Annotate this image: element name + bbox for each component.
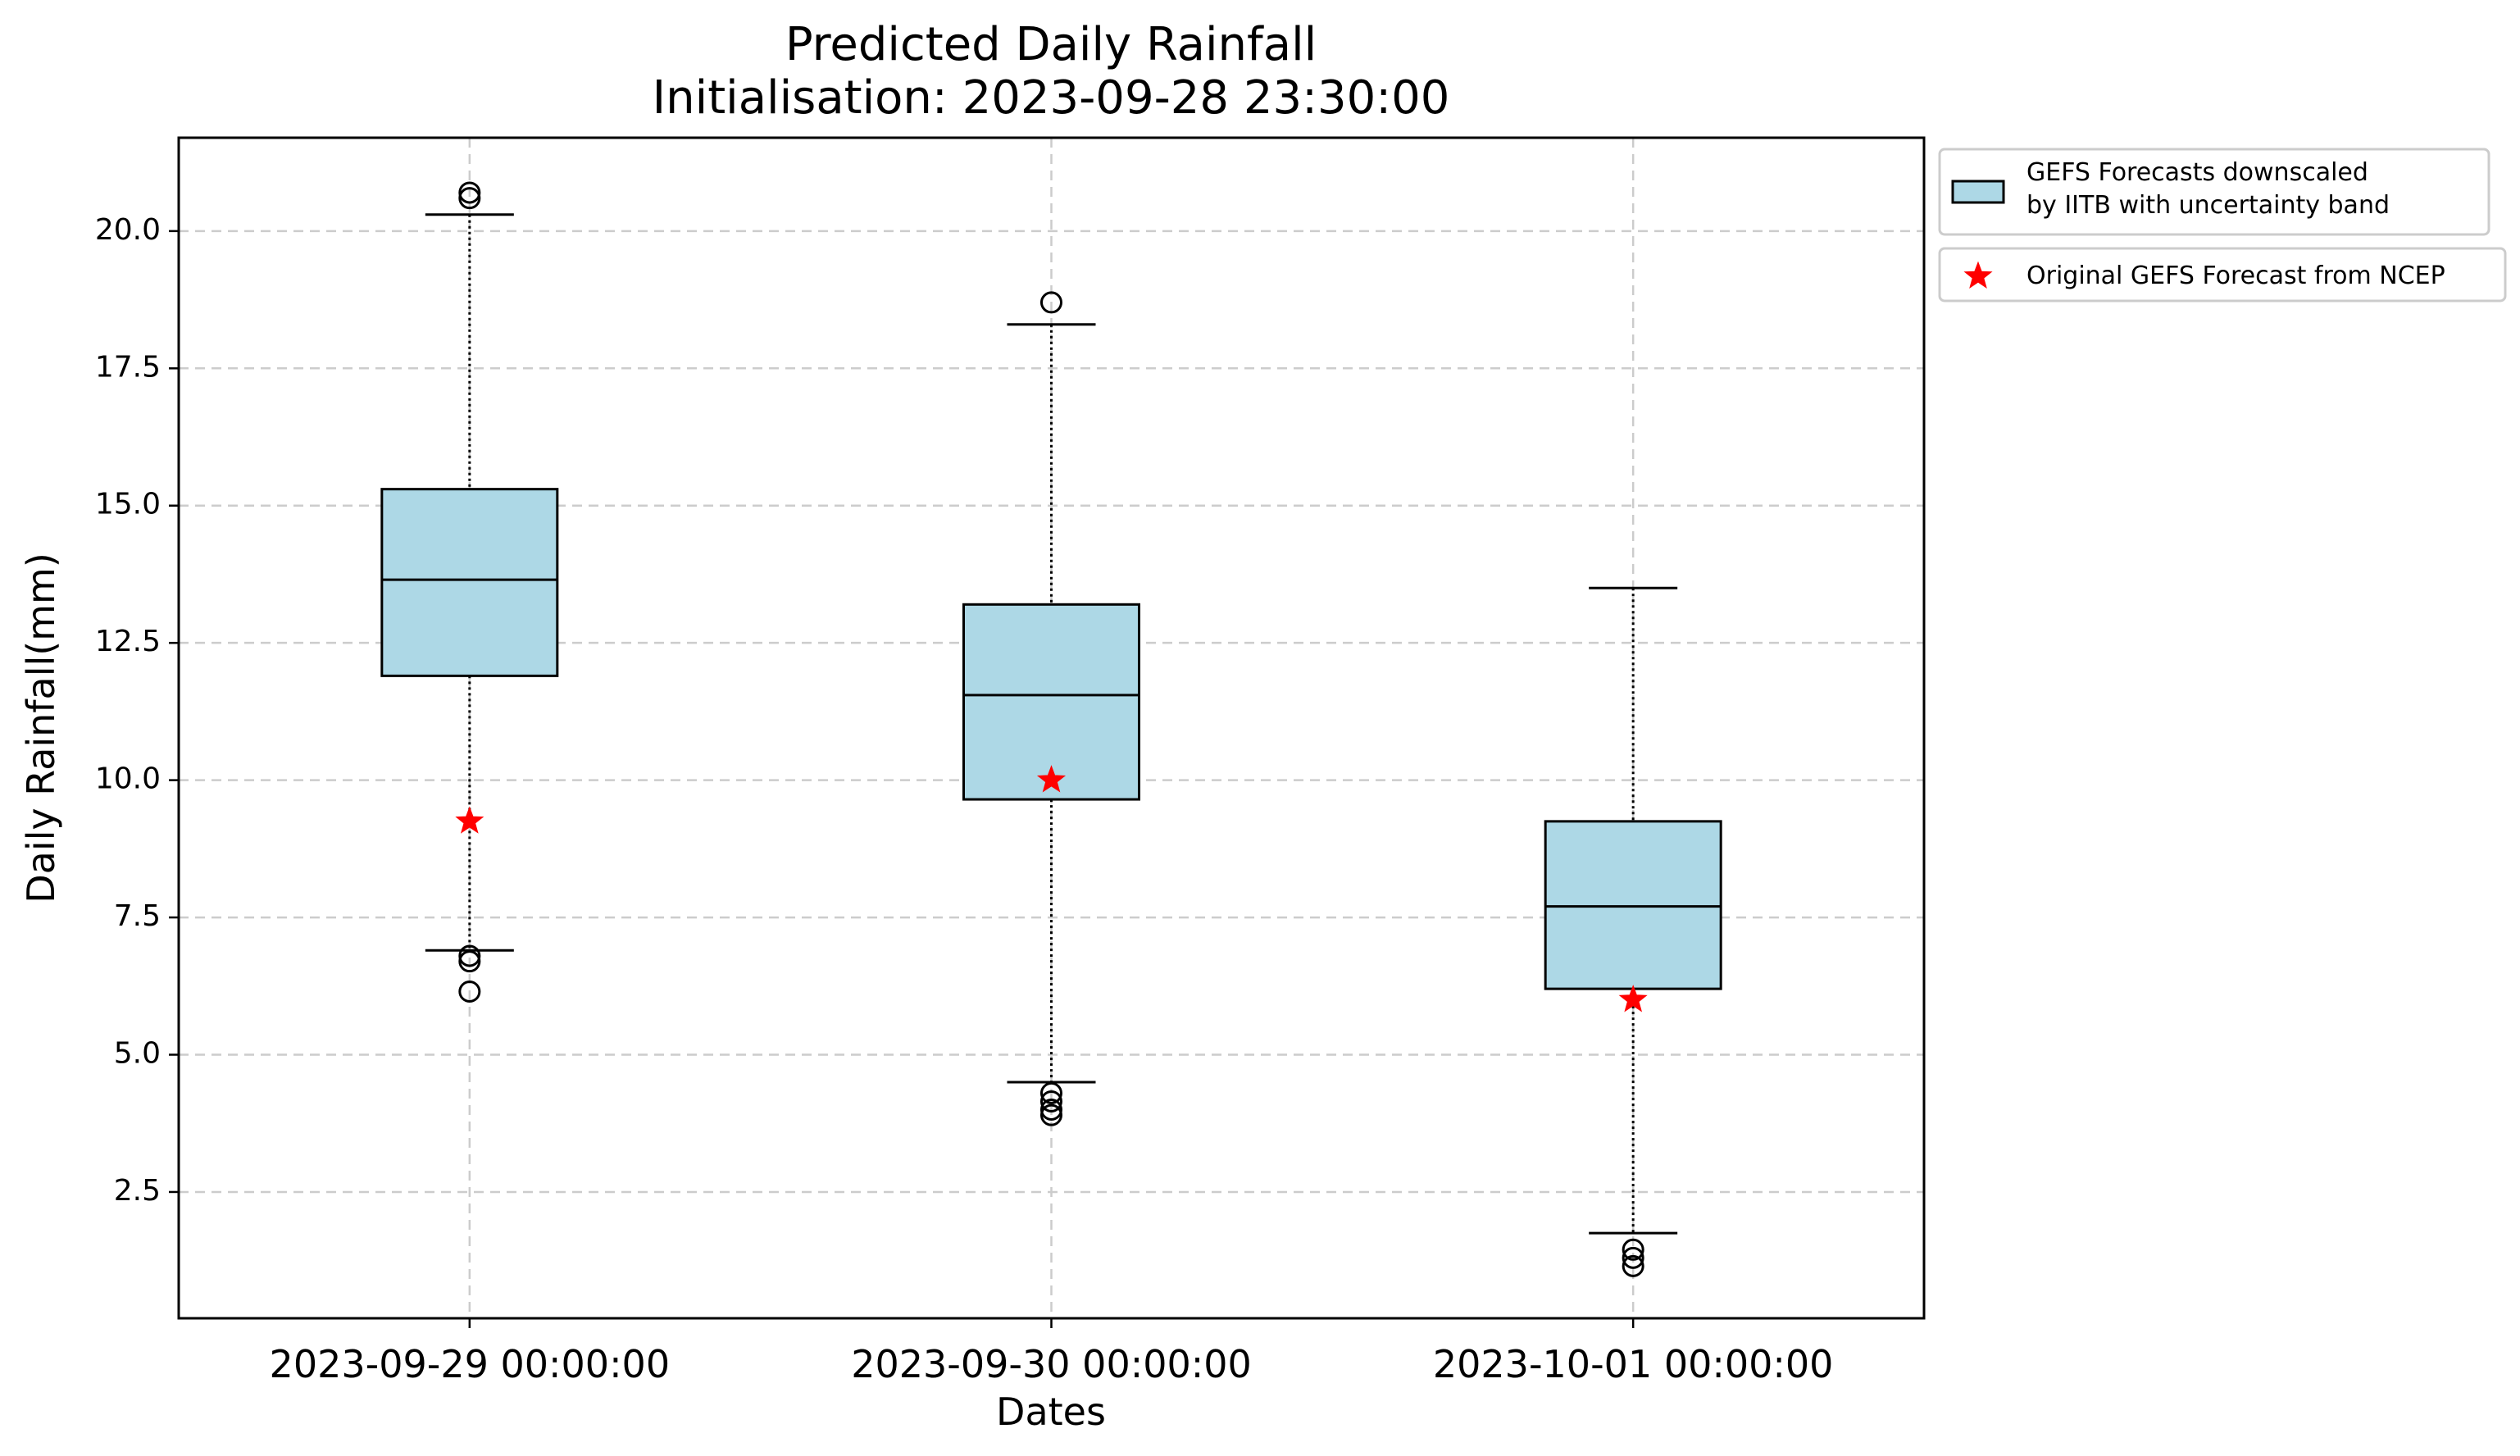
outlier-point: [1040, 1081, 1062, 1104]
outlier-point: [458, 950, 481, 973]
x-tick-label: 2023-10-01 00:00:00: [1433, 1342, 1834, 1386]
box-group: [380, 181, 559, 1003]
box-group: [1544, 586, 1722, 1277]
x-axis-ticks: 2023-09-29 00:00:00 2023-09-30 00:00:00 20…: [270, 1318, 1834, 1386]
box-group: [962, 291, 1140, 1126]
y-tick-label: 10.0: [95, 762, 161, 796]
y-axis-label: Daily Rainfall(mm): [19, 553, 63, 903]
outlier-point: [1622, 1254, 1644, 1277]
y-tick-label: 2.5: [114, 1174, 161, 1208]
y-tick-label: 20.0: [95, 213, 161, 247]
x-tick-label: 2023-09-29 00:00:00: [270, 1342, 671, 1386]
legend-entry-1-line-2: by IITB with uncertainty band: [2026, 191, 2390, 220]
chart-subtitle: Initialisation: 2023-09-28 23:30:00: [653, 71, 1450, 125]
iqr-box: [380, 488, 559, 677]
outlier-point: [1040, 1103, 1062, 1126]
box-series: [380, 181, 1722, 1277]
forecast-star: [455, 806, 484, 834]
x-tick-label: 2023-09-30 00:00:00: [851, 1342, 1252, 1386]
outlier-point: [1040, 1090, 1062, 1112]
forecast-markers: [455, 765, 1648, 1012]
forecast-star: [1036, 765, 1067, 793]
y-tick-label: 7.5: [114, 899, 161, 933]
outlier-point: [1040, 291, 1062, 314]
outlier-point: [458, 944, 481, 967]
y-axis-ticks: 2.5 5.0 7.5 10.0 12.5 15.0 17.5 20.0: [95, 213, 179, 1208]
outlier-point: [1622, 1238, 1644, 1261]
legend: GEFS Forecasts downscaled by IITB with u…: [1938, 148, 2507, 303]
y-tick-label: 12.5: [95, 625, 161, 658]
legend-star-icon: [1963, 261, 1993, 289]
legend-entry-2-line-1: Original GEFS Forecast from NCEP: [2026, 262, 2445, 290]
outlier-point: [458, 980, 481, 1003]
legend-box-2-frame: [1938, 247, 2507, 303]
iqr-box: [1544, 820, 1722, 990]
forecast-star: [1618, 985, 1648, 1012]
outlier-point: [458, 181, 481, 204]
legend-box-swatch: [1951, 180, 2005, 204]
legend-entry-1-line-1: GEFS Forecasts downscaled: [2026, 158, 2368, 187]
outlier-point: [1622, 1246, 1644, 1269]
x-axis-label: Dates: [996, 1390, 1106, 1434]
y-tick-label: 5.0: [114, 1037, 161, 1071]
iqr-box: [962, 603, 1140, 801]
outlier-point: [458, 187, 481, 210]
outlier-point: [1040, 1098, 1062, 1121]
chart-title: Predicted Daily Rainfall: [785, 18, 1317, 71]
legend-box-1-frame: [1938, 148, 2490, 236]
y-tick-label: 15.0: [95, 488, 161, 521]
y-tick-label: 17.5: [95, 350, 161, 384]
